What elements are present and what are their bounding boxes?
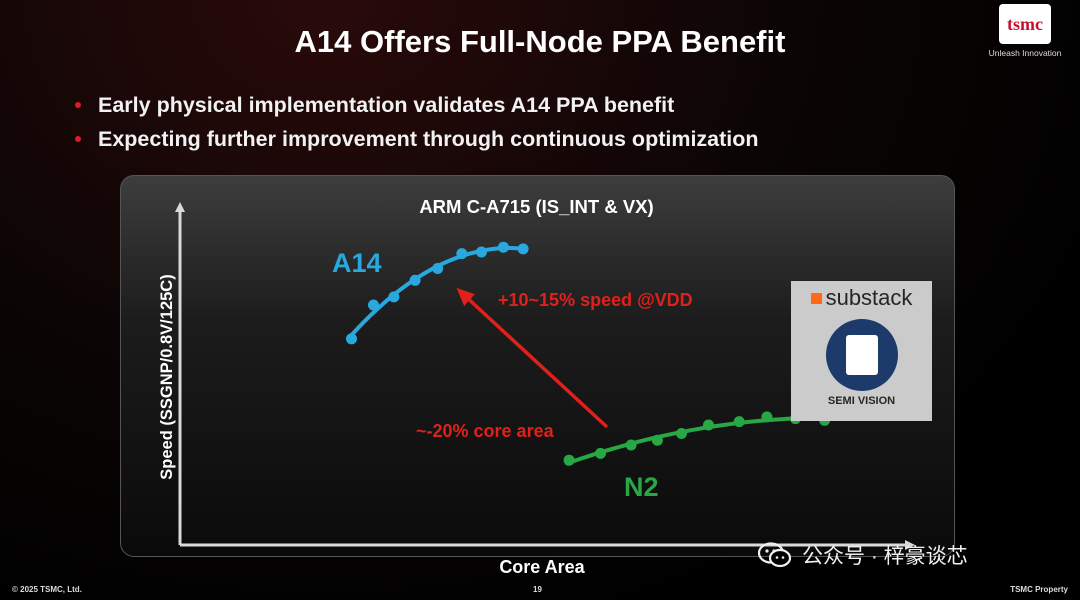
substack-watermark: substack SEMI VISION (791, 281, 932, 421)
data-point-a14 (388, 291, 400, 303)
data-point-a14 (517, 243, 529, 255)
series-label-n2: N2 (624, 472, 659, 502)
bullet-text: Early physical implementation validates … (98, 92, 675, 117)
wechat-text: 公众号 · 梓豪谈芯 (802, 545, 968, 568)
tsmc-logo-text: tsmc (1007, 13, 1043, 34)
semivision-text: SEMI VISION (827, 395, 896, 407)
data-point-a14 (409, 274, 421, 286)
data-point-a14 (476, 246, 487, 258)
series-label-a14: A14 (332, 248, 382, 278)
substack-text: substack (825, 285, 913, 310)
slide-title: A14 Offers Full-Node PPA Benefit (294, 24, 786, 59)
y-axis-label: Speed (SSGNP/0.8V/125C) (158, 274, 176, 479)
wechat-watermark: 公众号 · 梓豪谈芯 (758, 540, 968, 570)
data-point-n2 (703, 419, 714, 431)
bullet-dot-icon (75, 136, 81, 142)
improvement-arrow (456, 287, 609, 429)
series-layer (346, 241, 831, 466)
wechat-icon (758, 542, 792, 568)
bullet-dot-icon (75, 102, 81, 108)
data-point-n2 (625, 439, 637, 451)
data-point-n2 (651, 434, 663, 446)
bullet-list: Early physical implementation validates … (75, 88, 759, 156)
x-axis-label: Core Area (499, 557, 585, 577)
logo-tagline: Unleash Innovation (988, 48, 1062, 58)
data-point-n2 (563, 454, 575, 466)
page-number: 19 (533, 585, 542, 594)
data-point-a14 (497, 241, 509, 253)
substack-wordmark: substack (791, 285, 932, 311)
data-point-n2 (676, 428, 687, 439)
chart-title: ARM C-A715 (IS_INT & VX) (419, 196, 654, 217)
tsmc-logo: tsmc Unleash Innovation (988, 4, 1062, 58)
semivision-logo-icon (826, 319, 898, 391)
data-point-a14 (368, 299, 379, 311)
bullet-item: Expecting further improvement through co… (75, 122, 759, 156)
semivision-logo-inner (846, 335, 878, 375)
data-point-a14 (346, 333, 357, 345)
data-point-n2 (595, 447, 606, 459)
substack-icon (810, 293, 822, 304)
data-point-a14 (456, 248, 468, 260)
data-point-n2 (761, 411, 773, 423)
trend-line-n2 (565, 415, 829, 466)
footer-property: TSMC Property (1010, 585, 1068, 594)
tsmc-logo-mark: tsmc (999, 4, 1051, 44)
annotation-area: ~-20% core area (416, 421, 555, 441)
bullet-text: Expecting further improvement through co… (98, 126, 759, 151)
annotation-speed: +10~15% speed @VDD (498, 290, 693, 310)
bullet-item: Early physical implementation validates … (75, 88, 759, 122)
footer-copyright: © 2025 TSMC, Ltd. (12, 585, 82, 594)
data-point-n2 (733, 416, 745, 428)
data-point-a14 (432, 263, 444, 274)
